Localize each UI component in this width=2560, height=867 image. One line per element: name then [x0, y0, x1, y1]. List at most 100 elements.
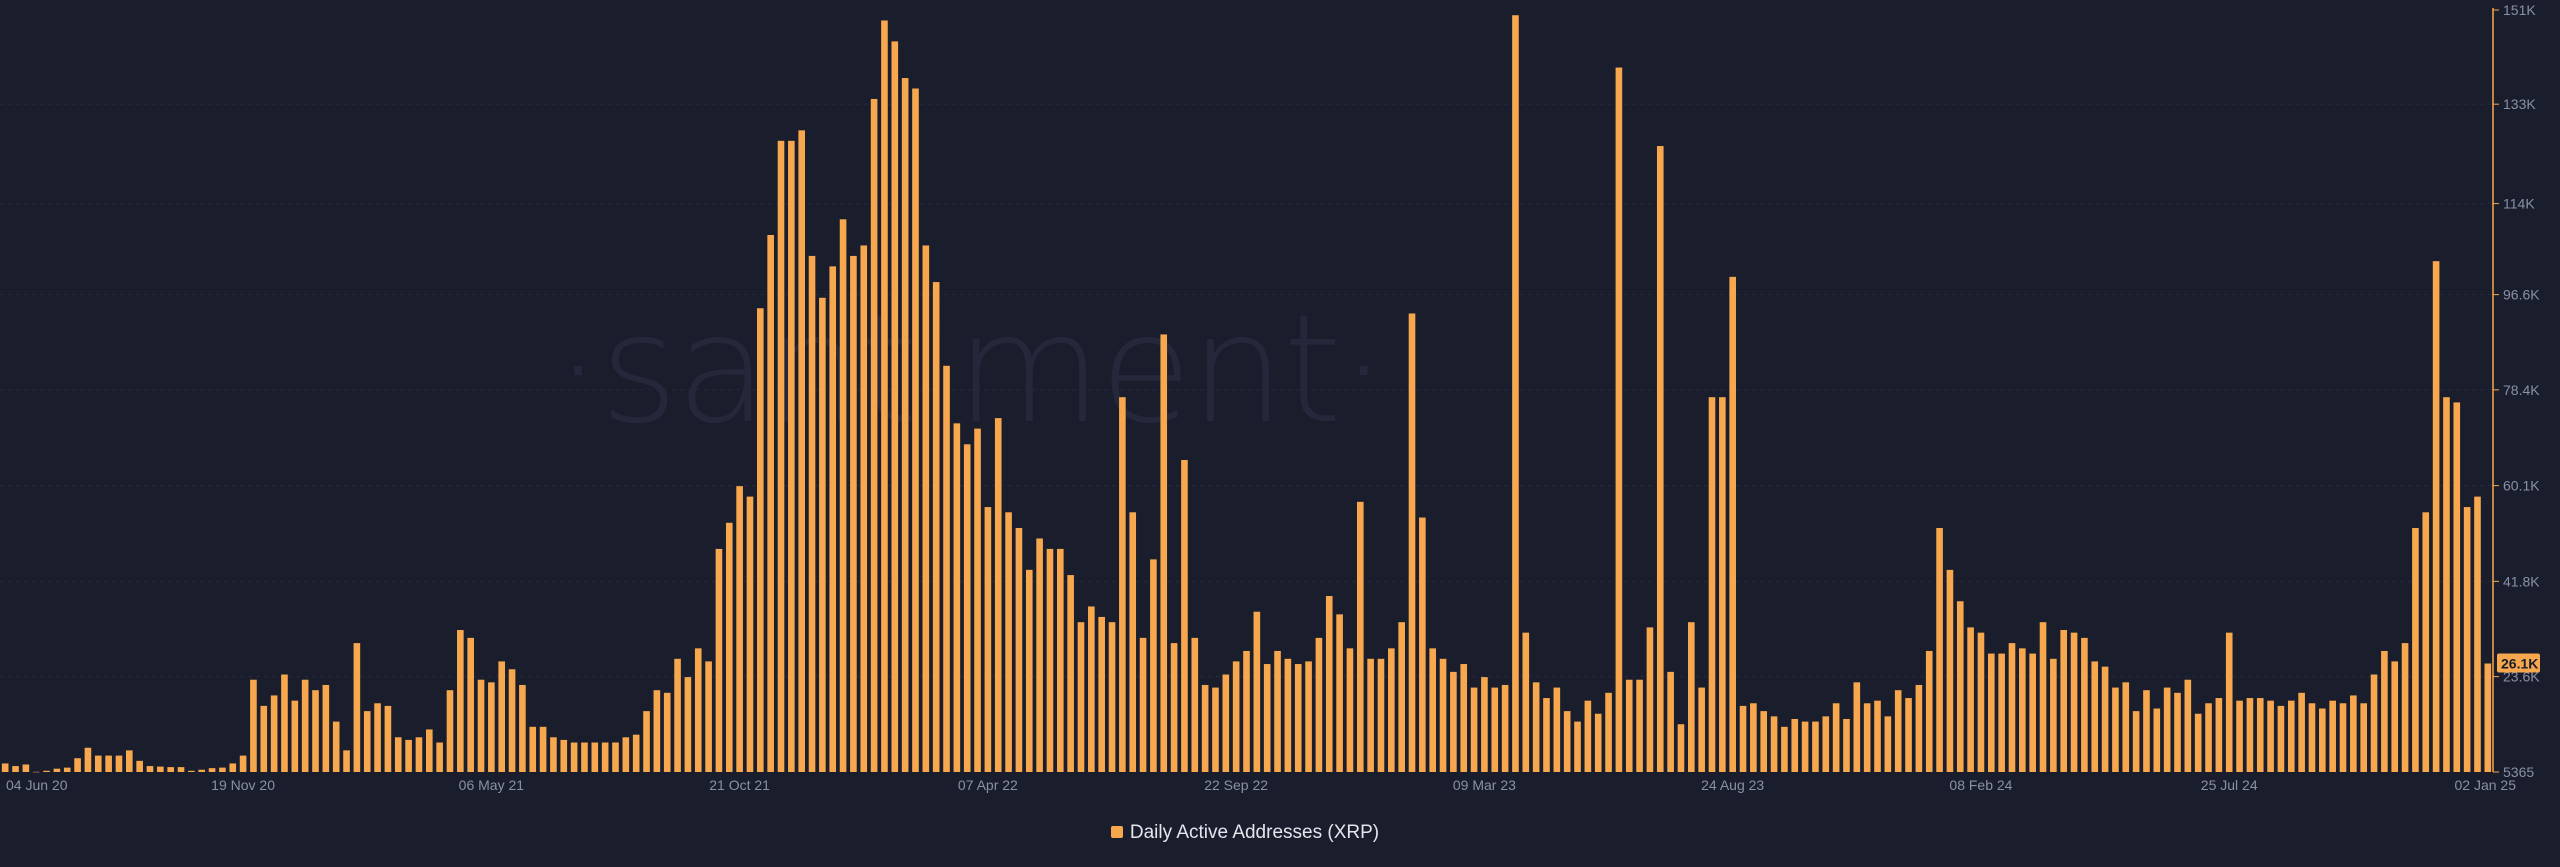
bar-162[interactable] [1677, 724, 1685, 772]
bar-116[interactable] [1201, 684, 1209, 772]
bar-72[interactable] [746, 496, 754, 772]
bar-4[interactable] [43, 770, 50, 772]
bar-214[interactable] [2215, 698, 2223, 772]
bar-119[interactable] [1232, 661, 1240, 772]
bar-3[interactable] [32, 771, 40, 773]
bar-204[interactable] [2112, 687, 2119, 772]
bar-126[interactable] [1305, 661, 1312, 772]
bar-202[interactable] [2091, 661, 2099, 772]
bar-92[interactable] [953, 423, 961, 772]
bar-184[interactable] [1905, 698, 1912, 772]
bar-145[interactable] [1501, 684, 1509, 772]
bar-133[interactable] [1377, 658, 1385, 772]
bar-172[interactable] [1781, 726, 1788, 772]
bar-152[interactable] [1574, 721, 1581, 772]
bar-180[interactable] [1863, 703, 1871, 772]
bar-201[interactable] [2081, 637, 2088, 772]
bar-59[interactable] [612, 742, 619, 772]
bar-9[interactable] [94, 755, 102, 772]
bar-117[interactable] [1212, 687, 1219, 772]
bar-203[interactable] [2101, 666, 2109, 772]
bar-169[interactable] [1750, 703, 1757, 772]
bar-31[interactable] [322, 684, 330, 772]
bar-130[interactable] [1346, 648, 1354, 772]
bar-143[interactable] [1481, 677, 1488, 772]
bar-206[interactable] [2132, 711, 2140, 772]
bar-107[interactable] [1108, 622, 1116, 772]
bar-170[interactable] [1760, 711, 1768, 772]
bar-139[interactable] [1439, 658, 1447, 772]
bar-10[interactable] [105, 755, 112, 772]
bar-196[interactable] [2029, 653, 2036, 772]
bar-188[interactable] [1946, 569, 1954, 772]
bar-87[interactable] [901, 78, 909, 773]
bar-210[interactable] [2174, 692, 2181, 772]
bar-198[interactable] [2050, 658, 2057, 772]
bar-175[interactable] [1812, 721, 1819, 772]
bar-129[interactable] [1336, 614, 1343, 772]
bar-185[interactable] [1915, 684, 1923, 772]
bar-50[interactable] [519, 684, 526, 772]
bar-156[interactable] [1615, 67, 1623, 772]
bar-115[interactable] [1191, 637, 1199, 772]
bar-237[interactable] [2453, 402, 2461, 772]
bar-228[interactable] [2360, 703, 2368, 772]
bar-86[interactable] [891, 41, 899, 772]
bar-125[interactable] [1294, 664, 1302, 772]
bar-5[interactable] [53, 768, 61, 772]
bar-207[interactable] [2143, 690, 2150, 772]
bar-16[interactable] [167, 767, 174, 772]
bar-134[interactable] [1388, 648, 1395, 772]
bar-236[interactable] [2443, 397, 2450, 772]
bar-121[interactable] [1253, 611, 1261, 772]
bar-19[interactable] [198, 769, 206, 772]
bar-221[interactable] [2287, 700, 2295, 772]
bar-122[interactable] [1263, 664, 1271, 772]
bar-45[interactable] [467, 637, 474, 772]
bar-232[interactable] [2401, 643, 2409, 772]
bar-13[interactable] [136, 760, 143, 772]
bar-159[interactable] [1646, 627, 1654, 772]
bar-32[interactable] [332, 721, 340, 772]
bar-123[interactable] [1274, 650, 1281, 772]
bar-30[interactable] [312, 690, 319, 772]
bar-190[interactable] [1967, 627, 1974, 772]
bar-173[interactable] [1791, 718, 1799, 772]
bar-211[interactable] [2184, 679, 2192, 772]
bar-48[interactable] [498, 661, 506, 772]
bar-160[interactable] [1656, 146, 1664, 773]
bar-81[interactable] [839, 219, 847, 772]
bar-37[interactable] [384, 705, 392, 772]
bar-161[interactable] [1667, 671, 1674, 772]
bar-76[interactable] [788, 140, 795, 773]
bar-164[interactable] [1698, 687, 1705, 772]
bar-171[interactable] [1770, 716, 1778, 772]
bar-61[interactable] [632, 734, 640, 772]
bar-183[interactable] [1894, 690, 1902, 772]
bar-104[interactable] [1077, 622, 1085, 772]
bar-94[interactable] [974, 428, 981, 772]
bar-25[interactable] [260, 705, 268, 772]
bar-93[interactable] [963, 444, 971, 772]
bar-29[interactable] [301, 679, 309, 772]
bar-33[interactable] [343, 750, 350, 772]
bar-118[interactable] [1222, 674, 1230, 772]
bar-69[interactable] [715, 548, 723, 772]
bar-113[interactable] [1170, 643, 1178, 772]
bar-195[interactable] [2019, 648, 2026, 772]
bar-40[interactable] [415, 737, 423, 772]
bar-149[interactable] [1543, 698, 1550, 772]
bar-67[interactable] [694, 648, 702, 772]
bar-209[interactable] [2163, 687, 2171, 772]
bar-212[interactable] [2194, 713, 2202, 772]
bar-73[interactable] [757, 308, 764, 772]
bar-231[interactable] [2391, 661, 2399, 772]
bar-230[interactable] [2381, 650, 2388, 772]
bar-199[interactable] [2060, 630, 2068, 772]
bar-42[interactable] [436, 742, 443, 772]
bar-26[interactable] [270, 695, 278, 772]
bar-177[interactable] [1832, 703, 1840, 772]
bar-225[interactable] [2329, 700, 2336, 772]
bar-74[interactable] [767, 234, 774, 772]
bar-144[interactable] [1491, 687, 1499, 772]
